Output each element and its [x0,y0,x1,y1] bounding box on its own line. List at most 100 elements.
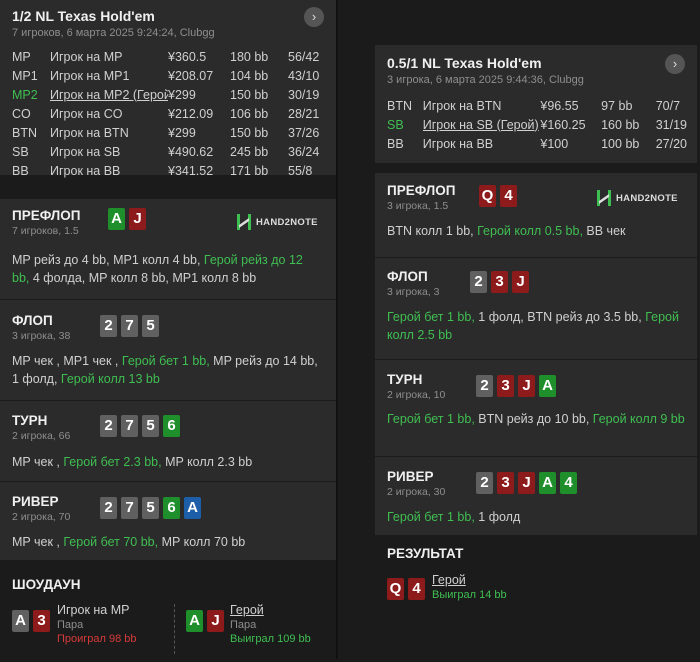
player-row[interactable]: BB Игрок на BB ¥100 100 bb 27/20 [387,134,687,153]
player-row[interactable]: MP Игрок на MP ¥360.5 180 bb 56/42 [12,47,319,66]
card: 6 [163,497,180,519]
player-name: Игрок на BTN [50,125,129,140]
action-text: MP колл 70 bb [158,535,246,549]
hero-action-text: Герой бет 1 bb, [387,412,475,426]
villain-name: Игрок на MP [57,603,130,617]
card: 3 [497,375,514,397]
street-actions: Герой бет 1 bb, 1 фолд, BTN рейз до 3.5 … [387,308,687,344]
hero-action-text: Герой бет 1 bb, [387,510,475,524]
player-stat: 56/42 [288,49,320,64]
card: A [186,610,203,632]
player-position: SB [387,117,404,132]
player-position: BB [387,136,404,151]
card: A [539,375,556,397]
hero-action-text: Герой бет 1 bb, [387,310,475,324]
card: 4 [408,578,425,600]
street-title: РИВЕР [12,494,59,509]
player-stack: ¥96.55 [540,98,579,113]
player-stack: ¥360.5 [168,49,207,64]
street-turn: ТУРН 2 игрока, 66 2 7 5 6 MP чек , Герой… [0,400,336,481]
player-position: MP2 [12,87,38,102]
action-text: BTN колл 1 bb, [387,224,478,238]
player-row[interactable]: BTN Игрок на BTN ¥299 150 bb 37/26 [12,123,319,142]
card: J [207,610,224,632]
hero-name[interactable]: Герой [230,603,264,617]
player-row[interactable]: CO Игрок на CO ¥212.09 106 bb 28/21 [12,104,319,123]
player-stack: ¥100 [540,136,569,151]
player-bb: 104 bb [230,68,269,83]
player-bb: 150 bb [230,125,269,140]
hero-showdown-cards: A J [186,610,224,632]
player-row-hero[interactable]: MP2 Игрок на MP2 (Герой) ¥299 150 bb 30/19 [12,85,319,104]
player-bb: 160 bb [601,117,640,132]
street-preflop: ПРЕФЛОП 3 игрока, 1.5 Q 4 HAND2NOTE BTN … [375,172,697,257]
action-text: BTN рейз до 10 bb, [474,412,593,426]
player-position: MP [12,49,31,64]
street-flop: ФЛОП 3 игрока, 3 2 3 J Герой бет 1 bb, 1… [375,257,697,359]
player-stack: ¥490.62 [168,144,214,159]
open-hand-button[interactable]: › [304,7,324,27]
board-cards: 2 7 5 6 A [100,497,201,519]
player-stack: ¥341.52 [168,163,214,178]
player-stat: 37/26 [288,125,320,140]
hero-action-text: Герой колл 2.5 bb [387,310,679,342]
action-text: MP колл 2.3 bb [161,455,253,469]
player-bb: 245 bb [230,144,269,159]
player-stat: 70/7 [655,98,681,113]
villain-cards: A 3 [12,610,50,632]
player-stat: 55/8 [288,163,313,178]
player-stack: ¥299 [168,87,196,102]
board-cards: 2 3 J A [476,375,556,397]
hero-cards: Q 4 [479,185,517,207]
card: A [184,497,201,519]
player-row-hero[interactable]: SB Игрок на SB (Герой) ¥160.25 160 bb 31/19 [387,115,687,134]
street-subtitle: 3 игрока, 3 [387,286,440,298]
player-stat: 43/10 [288,68,320,83]
card: 7 [121,497,138,519]
showdown-section: ШОУДАУН A 3 Игрок на MP Пара Проиграл 98… [0,560,336,662]
hand2note-logo-icon [237,214,251,230]
street-actions: Герой бет 1 bb, BTN рейз до 10 bb, Герой… [387,410,687,428]
action-text: 1 фолд [474,510,521,524]
board-cards: 2 3 J A 4 [476,472,577,494]
villain-hand: Пара [57,619,84,631]
action-text: MP чек , [12,455,64,469]
street-actions: Герой бет 1 bb, 1 фолд [387,508,520,526]
player-row[interactable]: BB Игрок на BB ¥341.52 171 bb 55/8 [12,161,319,180]
hero-result: Выиграл 109 bb [230,633,311,645]
player-stat: 36/24 [288,144,320,159]
hero-info: Герой Пара Выиграл 109 bb [230,603,311,645]
player-stack: ¥208.07 [168,68,214,83]
player-bb: 171 bb [230,163,269,178]
player-position: BTN [387,98,412,113]
hero-name[interactable]: Герой [432,573,466,587]
player-bb: 97 bb [601,98,633,113]
action-text: MP чек , MP1 чек , [12,354,122,368]
player-position: MP1 [12,68,38,83]
card: 4 [560,472,577,494]
street-actions: MP чек , Герой бет 70 bb, MP колл 70 bb [12,533,245,551]
result-section: РЕЗУЛЬТАТ Q 4 Герой Выиграл 14 bb [375,535,697,625]
player-bb: 180 bb [230,49,269,64]
street-subtitle: 2 игрока, 10 [387,389,446,401]
street-river: РИВЕР 2 игрока, 70 2 7 5 6 A MP чек , Ге… [0,481,336,560]
street-subtitle: 2 игрока, 30 [387,486,446,498]
player-row[interactable]: BTN Игрок на BTN ¥96.55 97 bb 70/7 [387,96,687,115]
player-name[interactable]: Игрок на SB (Герой) [422,117,539,132]
open-hand-button[interactable]: › [665,54,685,74]
card: J [518,375,535,397]
card: 7 [121,415,138,437]
card: J [518,472,535,494]
hand-header: 1/2 NL Texas Hold'em 7 игроков, 6 марта … [0,0,336,178]
player-row[interactable]: SB Игрок на SB ¥490.62 245 bb 36/24 [12,142,319,161]
street-actions: MP чек , Герой бет 2.3 bb, MP колл 2.3 b… [12,453,252,471]
players-table: MP Игрок на MP ¥360.5 180 bb 56/42 MP1 Игрок … [12,47,319,180]
street-title: ПРЕФЛОП [387,183,456,198]
player-name[interactable]: Игрок на MP2 (Герой) [50,87,168,102]
player-row[interactable]: MP1 Игрок на MP1 ¥208.07 104 bb 43/10 [12,66,319,85]
hero-action-text: Герой бет 2.3 bb, [63,455,162,469]
player-name: Игрок на BB [50,163,121,178]
card: 6 [163,415,180,437]
card: Q [387,578,404,600]
action-text: 1 фолд, BTN рейз до 3.5 bb, [474,310,646,324]
